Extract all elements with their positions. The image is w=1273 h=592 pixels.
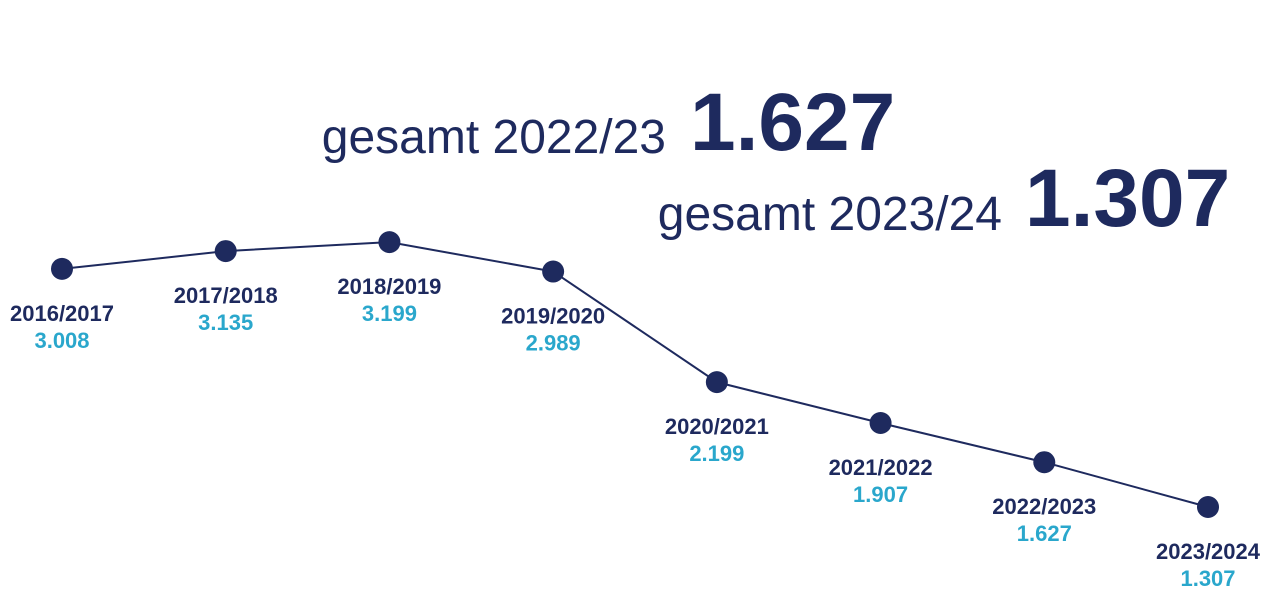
annotation-text: gesamt 2022/23 (322, 111, 666, 164)
category-label: 2023/2024 (1156, 539, 1261, 564)
annotation-text: gesamt 2023/24 (658, 188, 1002, 241)
value-label: 3.199 (362, 301, 417, 326)
point (705, 371, 728, 394)
line (61, 241, 1209, 508)
point (1197, 496, 1219, 519)
annotation-figure: 1.307 (1025, 153, 1230, 244)
category-label: 2019/2020 (501, 304, 605, 329)
value-label: 2.989 (526, 331, 581, 356)
category-label: 2018/2019 (337, 274, 441, 299)
value-label: 1.907 (853, 482, 908, 507)
category-label: 2021/2022 (829, 455, 933, 480)
value-label: 1.627 (1017, 521, 1072, 546)
value-label: 3.008 (34, 328, 89, 353)
point (378, 231, 401, 254)
annotation-figure: 1.627 (690, 77, 895, 168)
category-label: 2020/2021 (665, 414, 769, 439)
point (542, 260, 565, 283)
value-label: 1.307 (1180, 566, 1235, 591)
point (214, 240, 237, 263)
point (51, 257, 73, 280)
category-label: 2022/2023 (992, 494, 1096, 519)
category-label: 2016/2017 (10, 301, 114, 326)
value-label: 2.199 (689, 441, 744, 466)
point (869, 412, 892, 435)
point (1033, 451, 1056, 474)
category-label: 2017/2018 (174, 283, 278, 308)
value-label: 3.135 (198, 310, 253, 335)
